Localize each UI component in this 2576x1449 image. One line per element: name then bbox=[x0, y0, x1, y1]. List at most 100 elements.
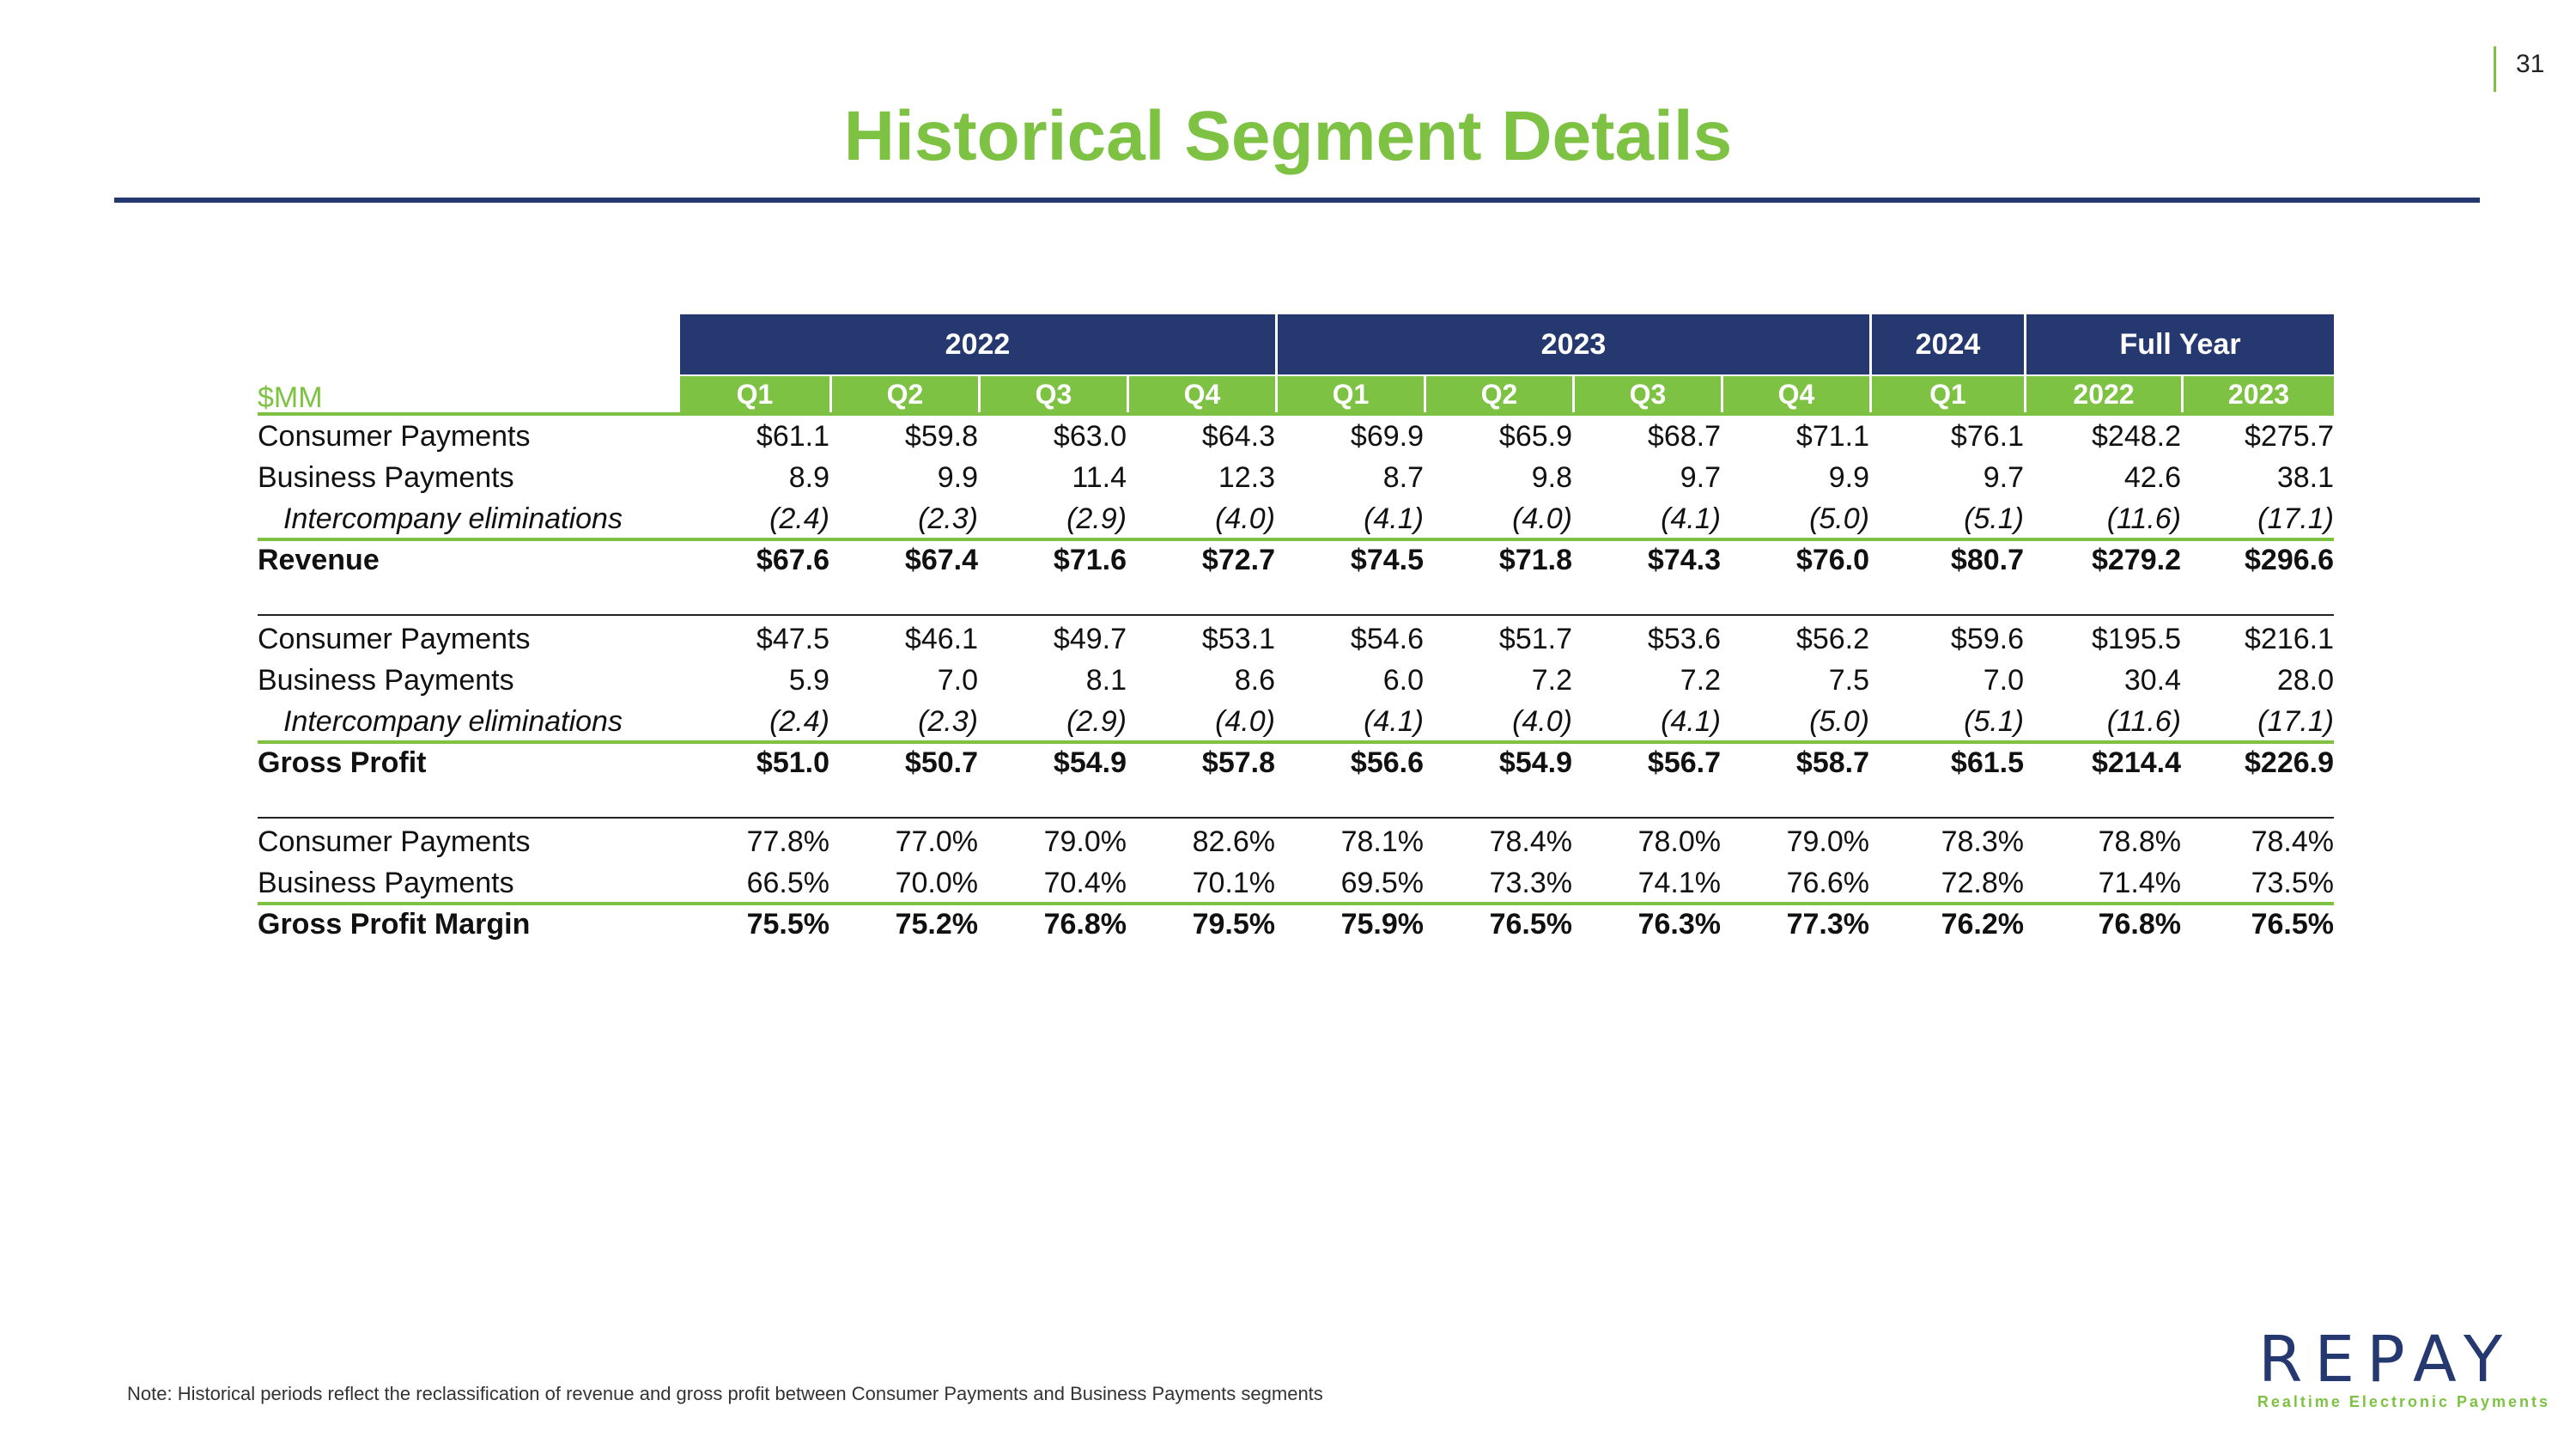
table-cell: 76.5% bbox=[1489, 908, 1572, 941]
table-cell: 71.4% bbox=[2098, 867, 2181, 899]
table-cell: 70.0% bbox=[895, 867, 978, 899]
table-cell: (5.1) bbox=[1964, 705, 2024, 738]
table-cell: (4.1) bbox=[1364, 502, 1424, 535]
table-row: Gross Profit Margin 75.5% 75.2% 76.8% 79.5% 7… bbox=[258, 904, 2334, 945]
table-cell: 7.5 bbox=[1828, 664, 1869, 697]
table-cell: 76.6% bbox=[1786, 867, 1869, 899]
table-cell: $72.7 bbox=[1201, 544, 1275, 576]
row-label: Business Payments bbox=[258, 664, 514, 697]
table-cell: (4.0) bbox=[1215, 705, 1275, 738]
table-cell: $53.6 bbox=[1647, 623, 1721, 655]
section-divider bbox=[258, 817, 2334, 819]
table-cell: $53.1 bbox=[1201, 623, 1275, 655]
table-cell: 8.9 bbox=[788, 461, 829, 494]
table-cell: $51.0 bbox=[756, 746, 829, 779]
quarter-header: Q2 bbox=[829, 376, 978, 412]
table-row: Business Payments 5.9 7.0 8.1 8.6 6.0 7.2 7.2 7.… bbox=[258, 660, 2334, 701]
table-cell: 76.8% bbox=[1043, 908, 1127, 941]
table-cell: (5.1) bbox=[1964, 502, 2024, 535]
table-cell: 78.3% bbox=[1941, 825, 2024, 858]
table-cell: 9.9 bbox=[937, 461, 978, 494]
table-cell: 77.8% bbox=[746, 825, 829, 858]
year-header: Full Year bbox=[2024, 314, 2334, 374]
quarter-header: 2023 bbox=[2181, 376, 2334, 412]
table-cell: $74.5 bbox=[1350, 544, 1424, 576]
table-row: Consumer Payments 77.8% 77.0% 79.0% 82.6% 78.… bbox=[258, 821, 2334, 862]
total-rule bbox=[258, 538, 2334, 541]
table-cell: $71.8 bbox=[1498, 544, 1572, 576]
table-cell: 30.4 bbox=[2123, 664, 2181, 697]
table-cell: $57.8 bbox=[1201, 746, 1275, 779]
table-cell: $63.0 bbox=[1053, 420, 1127, 453]
table-row: Consumer Payments $47.5 $46.1 $49.7 $53.1 $54… bbox=[258, 618, 2334, 660]
table-cell: 79.0% bbox=[1786, 825, 1869, 858]
table-cell: $74.3 bbox=[1647, 544, 1721, 576]
table-cell: 78.0% bbox=[1637, 825, 1721, 858]
table-cell: $51.7 bbox=[1498, 623, 1572, 655]
table-cell: $279.2 bbox=[2092, 544, 2181, 576]
table-cell: 79.0% bbox=[1043, 825, 1127, 858]
table-cell: $56.2 bbox=[1795, 623, 1869, 655]
table-cell: 8.6 bbox=[1234, 664, 1275, 697]
table-cell: $64.3 bbox=[1201, 420, 1275, 453]
table-cell: 76.5% bbox=[2251, 908, 2334, 941]
table-cell: (11.6) bbox=[2106, 502, 2181, 535]
table-row: Intercompany eliminations (2.4) (2.3) (2.9)… bbox=[258, 701, 2334, 742]
table-cell: 78.4% bbox=[2251, 825, 2334, 858]
page-number: 31 bbox=[2516, 50, 2545, 78]
table-cell: (11.6) bbox=[2106, 705, 2181, 738]
table-cell: $54.9 bbox=[1498, 746, 1572, 779]
footnote: Note: Historical periods reflect the rec… bbox=[127, 1383, 1323, 1404]
table-cell: 7.2 bbox=[1531, 664, 1572, 697]
table-cell: 76.2% bbox=[1941, 908, 2024, 941]
table-cell: (17.1) bbox=[2257, 502, 2334, 535]
row-label: Gross Profit Margin bbox=[258, 908, 531, 941]
table-cell: $76.1 bbox=[1950, 420, 2024, 453]
table-cell: 5.9 bbox=[788, 664, 829, 697]
table-cell: $54.6 bbox=[1350, 623, 1424, 655]
unit-label: $MM bbox=[258, 381, 323, 414]
table-row: Business Payments 66.5% 70.0% 70.4% 70.1% 69.… bbox=[258, 862, 2334, 904]
row-label: Consumer Payments bbox=[258, 623, 531, 655]
table-cell: 8.1 bbox=[1085, 664, 1127, 697]
table-cell: 7.0 bbox=[937, 664, 978, 697]
quarter-header: Q1 bbox=[680, 376, 829, 412]
table-cell: (2.9) bbox=[1066, 502, 1127, 535]
table-cell: $61.1 bbox=[756, 420, 829, 453]
table-row: Revenue $67.6 $67.4 $71.6 $72.7 $74.5 $71.8 $74… bbox=[258, 539, 2334, 581]
table-cell: 75.5% bbox=[746, 908, 829, 941]
quarter-header: Q2 bbox=[1424, 376, 1572, 412]
table-cell: $59.8 bbox=[904, 420, 978, 453]
repay-logo: REPAY Realtime Electronic Payments bbox=[2233, 1323, 2550, 1417]
header-underline bbox=[258, 412, 2334, 416]
table-cell: $59.6 bbox=[1950, 623, 2024, 655]
table-cell: 11.4 bbox=[1072, 461, 1127, 494]
table-cell: $71.6 bbox=[1053, 544, 1127, 576]
table-cell: (4.1) bbox=[1661, 502, 1721, 535]
row-label: Intercompany eliminations bbox=[283, 705, 623, 738]
table-row: Intercompany eliminations (2.4) (2.3) (2.9)… bbox=[258, 498, 2334, 539]
quarter-header: Q1 bbox=[1275, 376, 1424, 412]
logo-wordmark: REPAY bbox=[2258, 1323, 2515, 1397]
table-cell: (4.0) bbox=[1215, 502, 1275, 535]
table-cell: 6.0 bbox=[1382, 664, 1424, 697]
quarter-header: Q3 bbox=[1572, 376, 1721, 412]
quarter-header: Q3 bbox=[978, 376, 1127, 412]
row-label: Gross Profit bbox=[258, 746, 427, 779]
row-label: Revenue bbox=[258, 544, 380, 576]
table-cell: 38.1 bbox=[2276, 461, 2334, 494]
table-cell: $67.4 bbox=[904, 544, 978, 576]
row-label: Business Payments bbox=[258, 461, 514, 494]
table-cell: 76.8% bbox=[2098, 908, 2181, 941]
year-header: 2022 bbox=[680, 314, 1275, 374]
table-cell: $58.7 bbox=[1795, 746, 1869, 779]
table-cell: $195.5 bbox=[2092, 623, 2181, 655]
table-cell: 8.7 bbox=[1382, 461, 1424, 494]
total-rule bbox=[258, 740, 2334, 744]
table-cell: (4.1) bbox=[1661, 705, 1721, 738]
table-cell: 12.3 bbox=[1218, 461, 1275, 494]
table-cell: 73.5% bbox=[2251, 867, 2334, 899]
year-header: 2024 bbox=[1869, 314, 2024, 374]
table-cell: $50.7 bbox=[904, 746, 978, 779]
table-cell: (17.1) bbox=[2257, 705, 2334, 738]
